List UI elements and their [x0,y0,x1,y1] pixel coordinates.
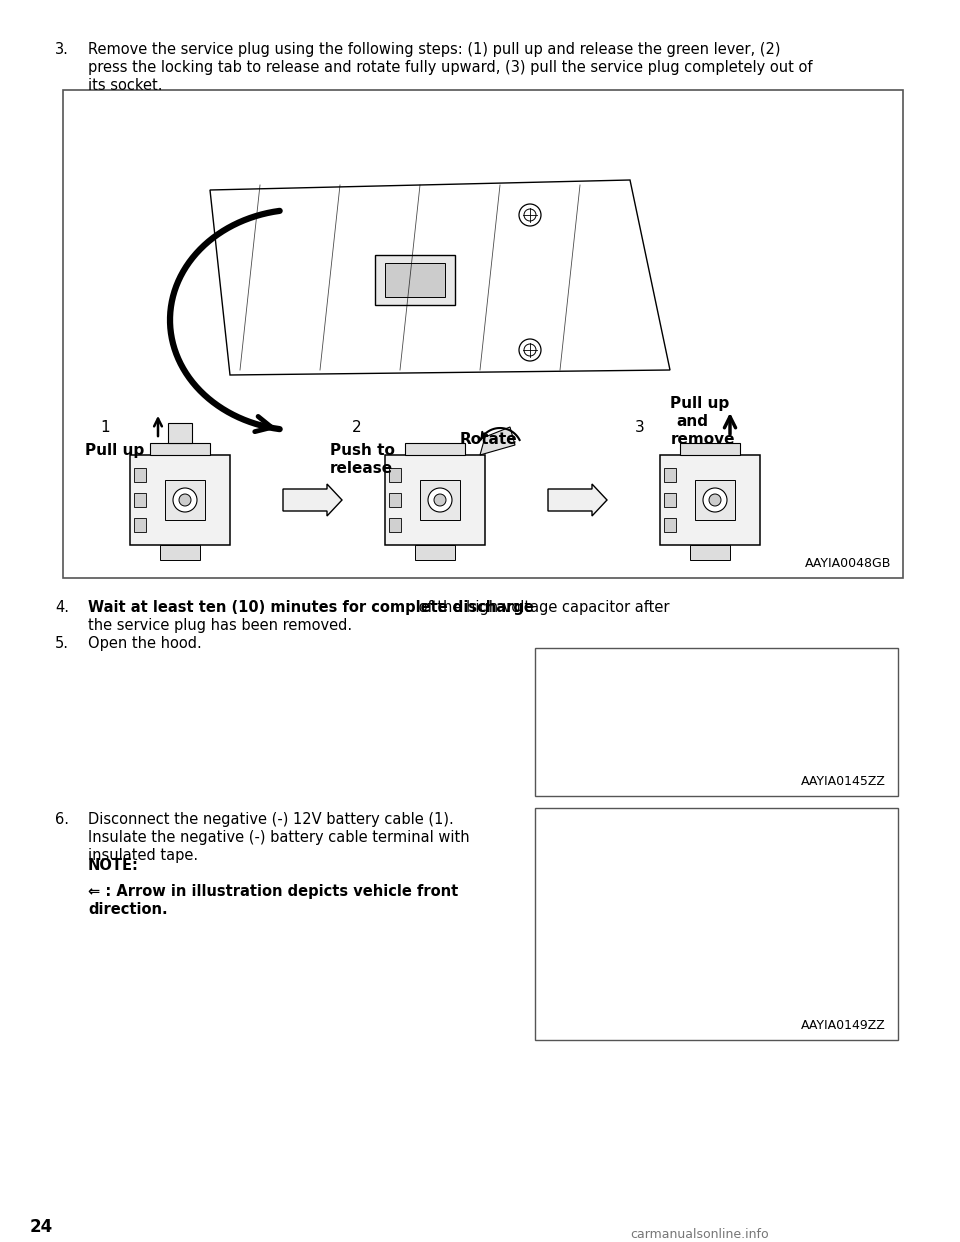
Bar [690,545,730,560]
Text: Pull up: Pull up [85,443,144,458]
Bar [660,455,760,545]
Text: Wait at least ten (10) minutes for complete discharge: Wait at least ten (10) minutes for compl… [88,600,534,615]
Bar [134,468,146,482]
Text: Rotate: Rotate [460,432,517,447]
Circle shape [428,488,452,512]
Polygon shape [480,427,515,455]
Bar [134,518,146,532]
Text: Remove the service plug using the following steps: (1) pull up and release the g: Remove the service plug using the follow… [88,42,780,57]
Bar [405,443,465,455]
Bar [535,809,898,1040]
Bar [535,648,898,796]
Bar [389,468,401,482]
Text: ⇐ : Arrow in illustration depicts vehicle front: ⇐ : Arrow in illustration depicts vehicl… [88,884,458,899]
Bar [664,493,676,507]
Text: carmanualsonline.info: carmanualsonline.info [631,1228,769,1241]
Text: 24: 24 [30,1218,53,1236]
Circle shape [179,494,191,505]
Bar [165,479,205,520]
Bar [420,479,460,520]
Circle shape [434,494,446,505]
Text: its socket.: its socket. [88,78,162,93]
Bar [150,443,210,455]
Bar [664,468,676,482]
Text: 2: 2 [352,420,362,435]
Text: 5.: 5. [55,636,69,651]
Text: insulated tape.: insulated tape. [88,848,198,863]
Text: AAYIA0149ZZ: AAYIA0149ZZ [802,1018,886,1032]
Bar [680,443,740,455]
Text: 3.: 3. [55,42,69,57]
Text: Insulate the negative (-) battery cable terminal with: Insulate the negative (-) battery cable … [88,830,469,845]
Bar [389,518,401,532]
Text: the service plug has been removed.: the service plug has been removed. [88,619,352,633]
Bar [160,545,200,560]
Bar [385,263,445,297]
Text: 6.: 6. [55,812,69,827]
Bar [375,255,455,306]
Text: Pull up: Pull up [670,396,730,411]
Bar [664,518,676,532]
Bar [695,479,735,520]
FancyArrow shape [548,484,607,515]
Text: Open the hood.: Open the hood. [88,636,202,651]
Text: press the locking tab to release and rotate fully upward, (3) pull the service p: press the locking tab to release and rot… [88,60,812,75]
Text: of the high voltage capacitor after: of the high voltage capacitor after [414,600,669,615]
FancyArrow shape [283,484,342,515]
Bar [385,455,485,545]
Bar [130,455,230,545]
Bar [415,545,455,560]
Text: Push to: Push to [330,443,395,458]
Bar [389,493,401,507]
Text: and: and [676,414,708,428]
Circle shape [703,488,727,512]
Bar [134,493,146,507]
Bar [63,89,903,578]
Text: 3: 3 [635,420,645,435]
Text: AAYIA0048GB: AAYIA0048GB [804,556,891,570]
Text: 4.: 4. [55,600,69,615]
Text: direction.: direction. [88,902,168,917]
Text: remove: remove [671,432,735,447]
Text: Disconnect the negative (-) 12V battery cable (1).: Disconnect the negative (-) 12V battery … [88,812,454,827]
Text: AAYIA0145ZZ: AAYIA0145ZZ [802,775,886,787]
Text: release: release [330,461,394,476]
Circle shape [709,494,721,505]
Bar [168,424,192,443]
Text: NOTE:: NOTE: [88,858,139,873]
Circle shape [173,488,197,512]
Text: 1: 1 [100,420,109,435]
